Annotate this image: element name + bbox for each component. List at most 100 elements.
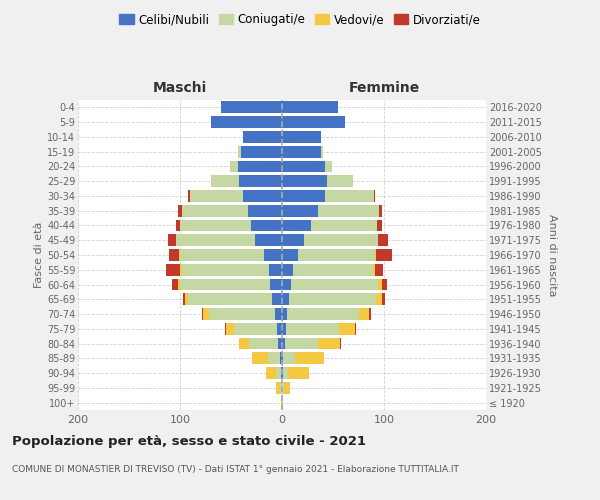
Bar xyxy=(238,160,282,172)
Bar xyxy=(190,190,243,202)
Bar xyxy=(234,323,277,334)
Bar xyxy=(211,116,282,128)
Bar xyxy=(182,264,269,276)
Bar xyxy=(282,338,285,349)
Bar xyxy=(282,278,291,290)
Bar xyxy=(282,323,286,334)
Bar xyxy=(183,294,185,305)
Bar xyxy=(275,308,282,320)
Bar xyxy=(176,234,256,246)
Bar xyxy=(209,308,275,320)
Bar xyxy=(276,367,281,379)
Bar xyxy=(382,278,387,290)
Bar xyxy=(327,176,353,187)
Bar xyxy=(311,220,377,232)
Bar xyxy=(298,249,375,261)
Bar xyxy=(263,249,282,261)
Bar xyxy=(373,264,375,276)
Bar xyxy=(202,308,203,320)
Bar xyxy=(281,396,282,408)
Bar xyxy=(239,176,282,187)
Bar xyxy=(185,294,188,305)
Bar xyxy=(169,249,179,261)
Bar xyxy=(282,160,325,172)
Bar xyxy=(378,234,388,246)
Bar xyxy=(179,249,180,261)
Bar xyxy=(376,249,392,261)
Bar xyxy=(355,323,356,334)
Text: Maschi: Maschi xyxy=(153,81,207,95)
Bar xyxy=(250,338,278,349)
Bar xyxy=(282,396,283,408)
Bar xyxy=(248,205,282,216)
Bar xyxy=(293,264,373,276)
Y-axis label: Anni di nascita: Anni di nascita xyxy=(547,214,557,296)
Bar xyxy=(375,249,376,261)
Legend: Celibi/Nubili, Coniugati/e, Vedovi/e, Divorziati/e: Celibi/Nubili, Coniugati/e, Vedovi/e, Di… xyxy=(115,8,485,31)
Bar xyxy=(278,338,282,349)
Bar xyxy=(280,352,282,364)
Bar xyxy=(282,308,287,320)
Bar xyxy=(325,190,374,202)
Bar xyxy=(256,234,282,246)
Bar xyxy=(180,220,251,232)
Text: COMUNE DI MONASTIER DI TREVISO (TV) - Dati ISTAT 1° gennaio 2021 - Elaborazione : COMUNE DI MONASTIER DI TREVISO (TV) - Da… xyxy=(12,465,459,474)
Bar xyxy=(378,278,382,290)
Bar xyxy=(230,160,238,172)
Bar xyxy=(359,308,369,320)
Bar xyxy=(180,278,270,290)
Y-axis label: Fasce di età: Fasce di età xyxy=(34,222,44,288)
Bar xyxy=(282,294,289,305)
Bar xyxy=(376,294,382,305)
Bar xyxy=(339,323,355,334)
Bar xyxy=(286,323,339,334)
Bar xyxy=(379,205,382,216)
Bar xyxy=(295,352,324,364)
Bar xyxy=(266,367,276,379)
Bar xyxy=(375,264,383,276)
Bar xyxy=(225,323,226,334)
Bar xyxy=(282,205,318,216)
Bar xyxy=(211,176,239,187)
Bar xyxy=(289,294,376,305)
Bar xyxy=(280,382,282,394)
Bar xyxy=(243,190,282,202)
Bar xyxy=(272,294,282,305)
Bar xyxy=(176,220,180,232)
Bar xyxy=(281,367,282,379)
Bar xyxy=(269,264,282,276)
Bar xyxy=(282,234,304,246)
Bar xyxy=(239,338,250,349)
Bar xyxy=(282,176,327,187)
Bar xyxy=(369,308,371,320)
Bar xyxy=(221,102,282,114)
Bar xyxy=(178,278,180,290)
Bar xyxy=(277,323,282,334)
Bar xyxy=(318,205,379,216)
Bar xyxy=(283,352,295,364)
Bar xyxy=(291,278,378,290)
Bar xyxy=(340,338,341,349)
Text: Popolazione per età, sesso e stato civile - 2021: Popolazione per età, sesso e stato civil… xyxy=(12,435,366,448)
Bar xyxy=(282,131,321,143)
Bar xyxy=(285,338,318,349)
Bar xyxy=(178,205,182,216)
Bar xyxy=(374,190,375,202)
Bar xyxy=(382,294,385,305)
Bar xyxy=(180,249,263,261)
Bar xyxy=(282,367,283,379)
Bar xyxy=(282,220,311,232)
Bar xyxy=(282,352,283,364)
Bar xyxy=(166,264,180,276)
Bar xyxy=(168,234,176,246)
Bar xyxy=(172,278,178,290)
Bar xyxy=(238,146,241,158)
Bar xyxy=(282,264,293,276)
Bar xyxy=(304,234,378,246)
Bar xyxy=(321,146,323,158)
Bar xyxy=(284,382,290,394)
Bar xyxy=(253,352,268,364)
Bar xyxy=(282,146,321,158)
Bar xyxy=(325,160,332,172)
Bar xyxy=(243,131,282,143)
